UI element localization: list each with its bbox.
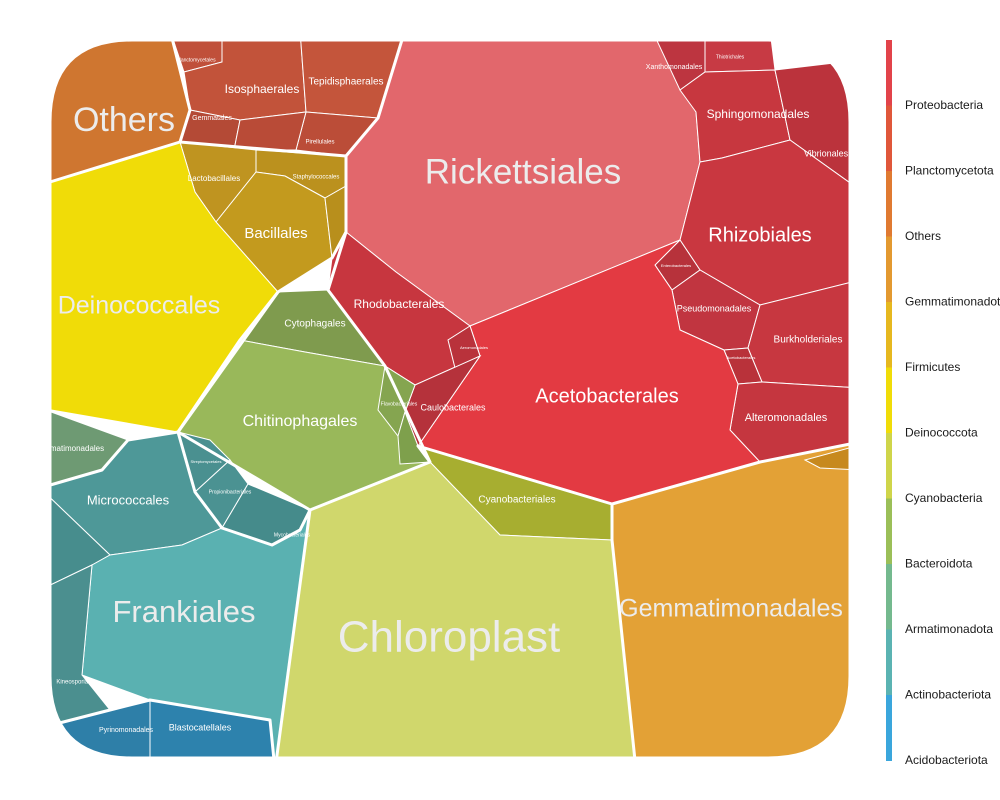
legend-label-2: Others [905, 229, 941, 243]
label-vibrionales: Vibrionales [804, 148, 849, 158]
legend-swatch-8 [886, 564, 892, 630]
cells-group [50, 40, 850, 758]
legend-labels: Proteobacteria Planctomycetota Others Gemma… [905, 98, 1000, 767]
label-tepidisphaerales: Tepidisphaerales [308, 77, 383, 88]
label-kineosporiales: Kineosporiales [56, 680, 95, 686]
label-rickettsiales: Rickettsiales [425, 152, 621, 191]
label-others: Others [73, 101, 175, 139]
legend-swatch-7 [886, 498, 892, 565]
label-chitinophagales: Chitinophagales [243, 413, 358, 430]
label-micrococcales: Micrococcales [87, 492, 170, 507]
label-acetobacterales: Acetobacterales [535, 385, 678, 407]
legend-swatch-1 [886, 105, 892, 172]
legend-label-5: Deinococcota [905, 426, 978, 440]
label-staphylococcales: Staphylococcales [293, 175, 340, 181]
label-pirellulales: Pirellulales [305, 140, 334, 146]
label-chloroplast: Chloroplast [338, 613, 561, 662]
label-mycobacteriales: Mycobacteriales [274, 532, 311, 538]
label-caulobacterales: Caulobacterales [420, 402, 486, 412]
legend-label-8: Armatimonadota [905, 622, 993, 636]
legend-label-9: Actinobacteriota [905, 688, 991, 702]
legend-swatch-6 [886, 433, 892, 499]
label-thiotrichales: Thiotrichales [716, 54, 745, 60]
legend-label-0: Proteobacteria [905, 98, 983, 112]
cell-small-planc [233, 111, 307, 151]
label-xanthomonadales: Xanthomonadales [646, 64, 703, 71]
label-sphingomonadales: Sphingomonadales [707, 107, 810, 121]
label-rhodobacterales: Rhodobacterales [354, 297, 445, 311]
label-cytophagales: Cytophagales [284, 319, 345, 330]
label-blastocatellales: Blastocatellales [169, 722, 232, 732]
phylum-borders [39, 29, 861, 771]
legend-swatch-4 [886, 302, 892, 368]
label-acetobacterales-small: Acetobacterales [727, 355, 756, 360]
legend-label-6: Cyanobacteria [905, 491, 983, 505]
label-alteromonadales: Alteromonadales [745, 412, 828, 424]
label-planctomycetales: Planctomycetales [176, 57, 216, 63]
label-aeromonadales: Aeromonadales [460, 345, 488, 350]
legend-swatch-10 [886, 695, 892, 761]
label-armatimonadales: Armatimonadales [42, 444, 104, 453]
legend-label-10: Acidobacteriota [905, 753, 988, 767]
cell-kineosporiales [50, 564, 111, 729]
legend: Proteobacteria Planctomycetota Others Gemma… [886, 40, 1000, 767]
legend-swatch-3 [886, 236, 892, 303]
label-propionibacteriales: Propionibacteriales [209, 489, 252, 495]
legend-swatch-2 [886, 171, 892, 237]
legend-label-1: Planctomycetota [905, 164, 994, 178]
label-frankiales: Frankiales [113, 594, 256, 629]
legend-swatch-5 [886, 367, 892, 434]
label-gemmatimonadales: Gemmatimonadales [619, 595, 843, 623]
cell-gemm-small [803, 444, 850, 471]
label-flavobacteriales: Flavobacteriales [381, 401, 418, 407]
label-cyanobacteriales: Cyanobacteriales [478, 495, 555, 506]
label-pseudomonadales: Pseudomonadales [677, 303, 752, 313]
label-streptomycetales: Streptomycetales [191, 459, 222, 464]
label-burkholderiales: Burkholderiales [774, 335, 843, 346]
legend-swatch-9 [886, 629, 892, 696]
label-pyrinomonadales: Pyrinomonadales [99, 727, 154, 734]
label-enterobacterales: Enterobacterales [661, 263, 691, 268]
cell-labels: Others Planctomycetales Isosphaerales Te… [42, 54, 849, 734]
label-lactobacillales: Lactobacillales [188, 174, 240, 183]
legend-swatch-0 [886, 40, 892, 106]
label-rhizobiales: Rhizobiales [708, 224, 811, 246]
legend-label-4: Firmicutes [905, 360, 960, 374]
label-bacillales: Bacillales [244, 225, 307, 242]
legend-colorbar [886, 40, 892, 761]
label-gemmatales: Gemmatales [192, 115, 232, 122]
legend-label-3: Gemmatimonadota [905, 295, 1000, 309]
cell-thiotrichales [704, 40, 776, 73]
label-deinococcales: Deinococcales [58, 292, 221, 320]
legend-label-7: Bacteroidota [905, 557, 973, 571]
label-isosphaerales: Isosphaerales [225, 82, 300, 96]
